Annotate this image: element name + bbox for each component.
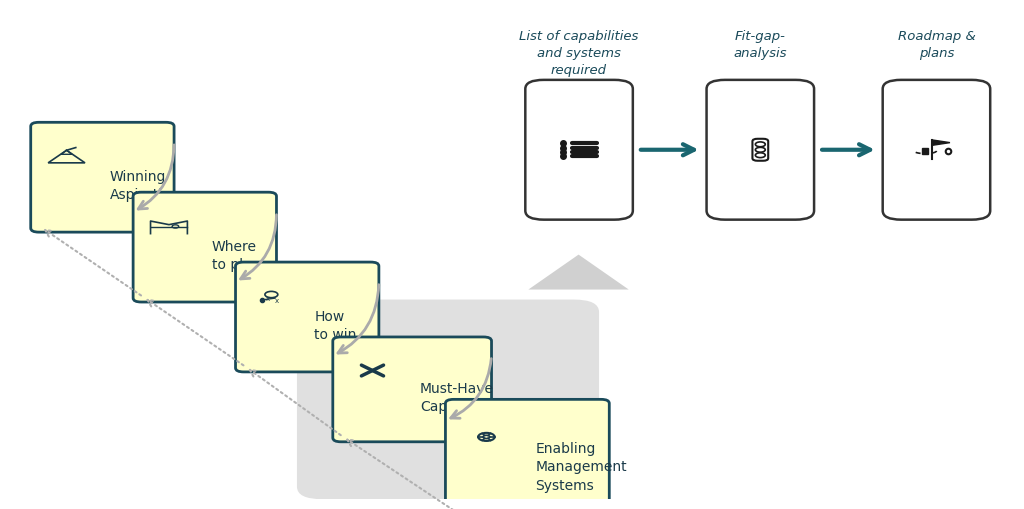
Text: How
to win: How to win <box>314 309 356 342</box>
FancyBboxPatch shape <box>445 400 609 509</box>
Text: Fit-gap-
analysis: Fit-gap- analysis <box>733 30 786 60</box>
Polygon shape <box>528 254 629 290</box>
Text: x: x <box>274 298 279 304</box>
Text: List of capabilities
and systems
required: List of capabilities and systems require… <box>519 30 638 77</box>
FancyBboxPatch shape <box>133 192 276 302</box>
FancyBboxPatch shape <box>883 80 990 220</box>
Text: Must-Have
Capabilities: Must-Have Capabilities <box>420 382 502 414</box>
Text: x: x <box>265 296 269 301</box>
FancyBboxPatch shape <box>525 80 633 220</box>
FancyBboxPatch shape <box>297 299 599 499</box>
FancyBboxPatch shape <box>31 122 174 232</box>
Text: Roadmap &
plans: Roadmap & plans <box>898 30 976 60</box>
FancyBboxPatch shape <box>333 337 492 442</box>
Text: Enabling
Management
Systems: Enabling Management Systems <box>536 442 627 493</box>
Polygon shape <box>932 140 950 146</box>
Text: Winning
Aspiration: Winning Aspiration <box>110 170 180 202</box>
FancyBboxPatch shape <box>236 262 379 372</box>
Text: Where
to play: Where to play <box>212 240 260 272</box>
FancyBboxPatch shape <box>707 80 814 220</box>
